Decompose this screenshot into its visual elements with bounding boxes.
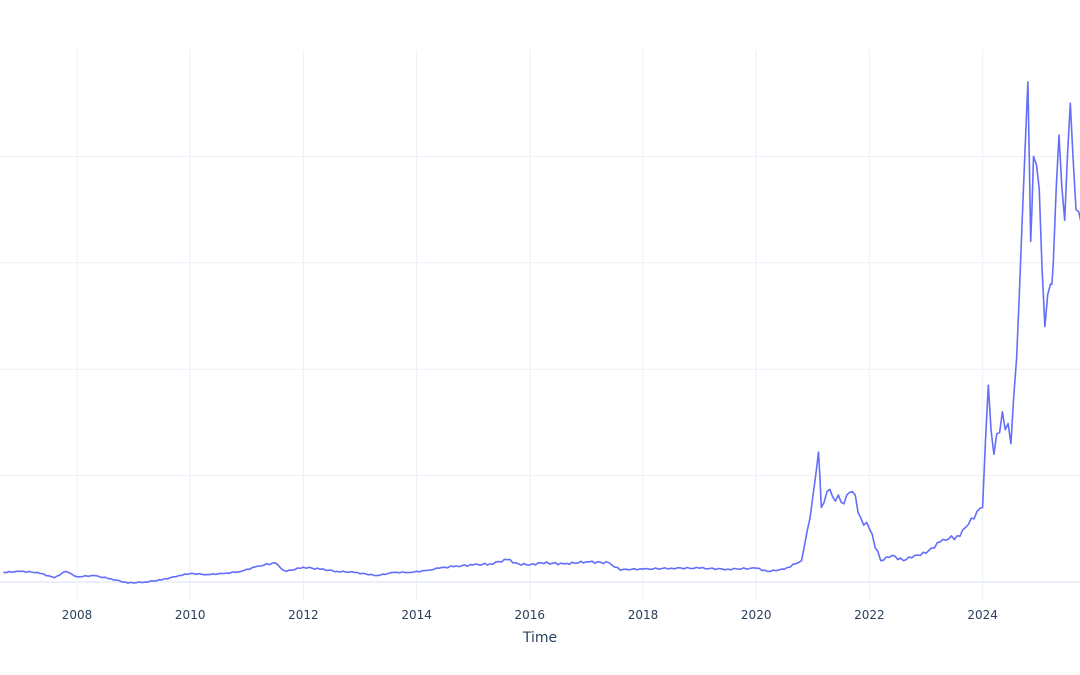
x-tick-label: 2018 — [628, 608, 659, 622]
plot-area — [0, 50, 1080, 600]
x-axis-title: Time — [522, 630, 557, 646]
horizontal-gridlines — [0, 155, 1080, 583]
x-tick-label: 2020 — [741, 608, 772, 622]
x-tick-label: 2010 — [175, 608, 206, 622]
x-tick-label: 2022 — [854, 608, 885, 622]
price-line-series — [3, 81, 1080, 584]
x-tick-label: 2014 — [401, 608, 432, 622]
x-tick-label: 2016 — [515, 608, 546, 622]
x-tick-label: 2012 — [288, 608, 319, 622]
x-axis-ticks: 2008 2010 2012 2014 2016 2018 2020 2022 2024 — [62, 608, 998, 622]
x-tick-label: 2024 — [967, 608, 998, 622]
x-tick-label: 2008 — [62, 608, 93, 622]
vertical-gridlines — [76, 50, 984, 600]
